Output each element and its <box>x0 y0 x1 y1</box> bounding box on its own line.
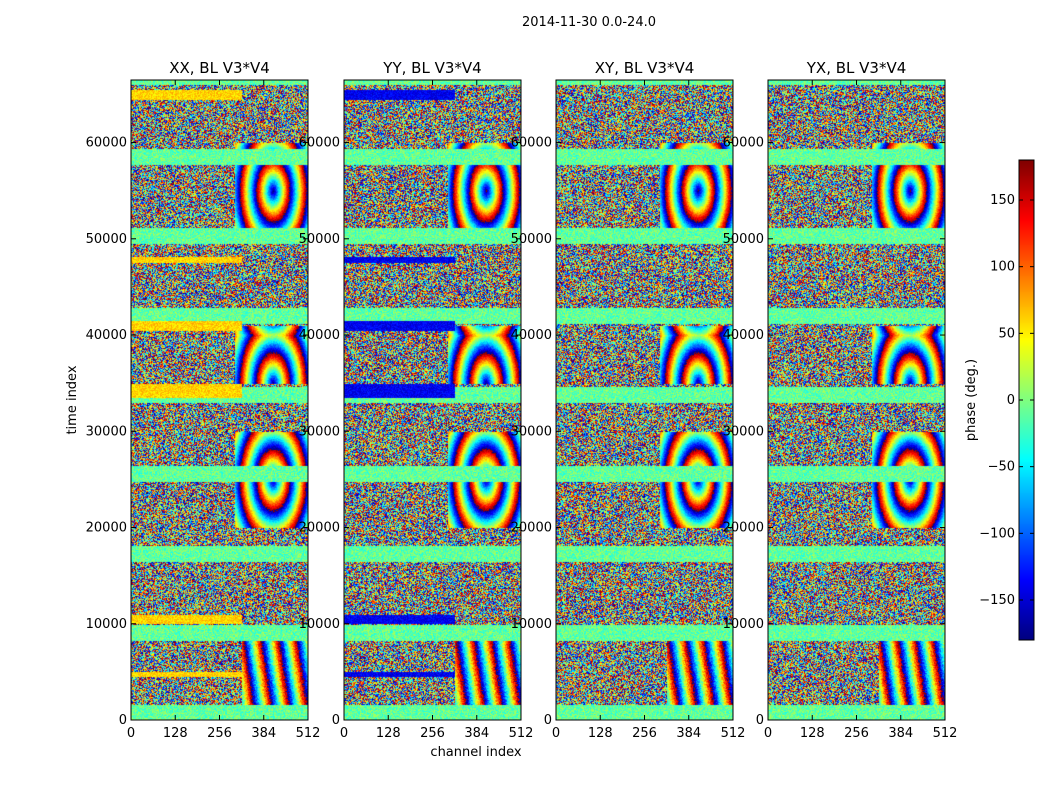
x-tick-label: 512 <box>509 726 534 741</box>
colorbar-tick-label: 100 <box>990 260 1015 275</box>
panel-title: YX, BL V3*V4 <box>806 59 907 77</box>
colorbar-gradient <box>1019 160 1034 640</box>
y-tick-label: 10000 <box>299 617 340 632</box>
heatmap-image <box>344 80 521 720</box>
panel-title: XY, BL V3*V4 <box>595 59 695 77</box>
y-tick-label: 40000 <box>86 328 127 343</box>
colorbar-label: phase (deg.) <box>964 359 979 441</box>
y-tick-label: 20000 <box>723 521 764 536</box>
heatmap-image <box>131 80 308 720</box>
x-tick-label: 128 <box>163 726 188 741</box>
panel-xx: XX, BL V3*V4 0 128 256 384 512 0 10000 20000 3000… <box>86 59 321 741</box>
panel-yx: YX, BL V3*V4 0 128 256 384 512 0 10000 20000 3000… <box>723 59 958 741</box>
panels-group: XX, BL V3*V4 0 128 256 384 512 0 10000 20000 3000… <box>86 59 958 741</box>
y-tick-label: 60000 <box>511 136 552 151</box>
x-tick-label: 128 <box>800 726 825 741</box>
x-tick-label: 256 <box>844 726 869 741</box>
colorbar-tick-label: −100 <box>979 526 1015 541</box>
y-tick-label: 20000 <box>511 521 552 536</box>
x-tick-label: 0 <box>764 726 772 741</box>
panel-xy: XY, BL V3*V4 0 128 256 384 512 0 10000 20000 3000… <box>511 59 746 741</box>
y-tick-label: 0 <box>544 713 552 728</box>
x-tick-label: 384 <box>251 726 276 741</box>
y-tick-label: 0 <box>119 713 127 728</box>
colorbar-tick-label: 0 <box>1007 393 1015 408</box>
panel-title: XX, BL V3*V4 <box>169 59 270 77</box>
y-tick-label: 10000 <box>511 617 552 632</box>
x-axis-label: channel index <box>430 745 521 760</box>
heatmap-image <box>556 80 733 720</box>
y-tick-label: 50000 <box>511 232 552 247</box>
x-tick-label: 512 <box>721 726 746 741</box>
colorbar-tick-label: 150 <box>990 193 1015 208</box>
y-tick-label: 40000 <box>299 328 340 343</box>
x-tick-label: 256 <box>207 726 232 741</box>
y-tick-label: 10000 <box>723 617 764 632</box>
y-tick-label: 20000 <box>86 521 127 536</box>
y-tick-label: 30000 <box>511 424 552 439</box>
y-tick-label: 20000 <box>299 521 340 536</box>
panel-title: YY, BL V3*V4 <box>382 59 481 77</box>
y-tick-label: 30000 <box>299 424 340 439</box>
y-tick-label: 50000 <box>299 232 340 247</box>
x-tick-label: 384 <box>676 726 701 741</box>
y-tick-label: 40000 <box>723 328 764 343</box>
x-tick-label: 256 <box>632 726 657 741</box>
y-tick-label: 30000 <box>86 424 127 439</box>
panel-yy: YY, BL V3*V4 0 128 256 384 512 0 10000 20000 3000… <box>299 59 534 741</box>
x-tick-label: 256 <box>420 726 445 741</box>
y-tick-label: 60000 <box>86 136 127 151</box>
figure-suptitle: 2014-11-30 0.0-24.0 <box>522 15 656 30</box>
y-tick-label: 60000 <box>299 136 340 151</box>
x-tick-label: 512 <box>933 726 958 741</box>
x-tick-label: 0 <box>127 726 135 741</box>
colorbar-tick-label: −150 <box>979 593 1015 608</box>
y-tick-label: 50000 <box>723 232 764 247</box>
x-tick-label: 384 <box>888 726 913 741</box>
x-tick-label: 0 <box>552 726 560 741</box>
x-tick-label: 0 <box>340 726 348 741</box>
x-tick-label: 512 <box>296 726 321 741</box>
y-tick-label: 0 <box>332 713 340 728</box>
x-tick-label: 384 <box>464 726 489 741</box>
heatmap-image <box>768 80 945 720</box>
y-tick-label: 50000 <box>86 232 127 247</box>
y-tick-label: 10000 <box>86 617 127 632</box>
y-tick-label: 0 <box>756 713 764 728</box>
x-tick-label: 128 <box>588 726 613 741</box>
y-tick-label: 60000 <box>723 136 764 151</box>
y-tick-label: 40000 <box>511 328 552 343</box>
colorbar: −150 −100 −50 0 50 100 150 <box>979 159 1035 641</box>
colorbar-tick-label: 50 <box>998 326 1015 341</box>
y-axis-label: time index <box>65 365 80 434</box>
x-tick-label: 128 <box>376 726 401 741</box>
colorbar-tick-label: −50 <box>988 460 1015 475</box>
y-tick-label: 30000 <box>723 424 764 439</box>
